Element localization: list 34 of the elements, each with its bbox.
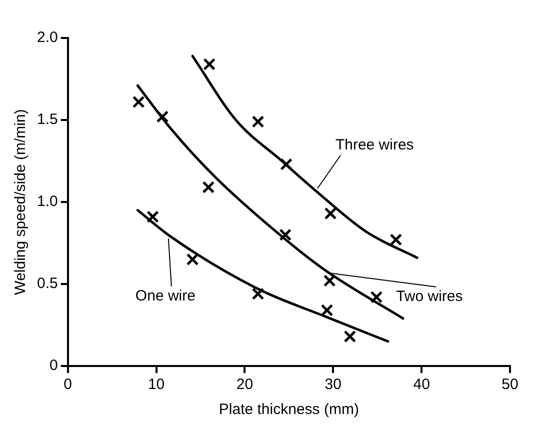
- x-tick-label: 10: [148, 376, 165, 394]
- series-label: One wire: [135, 288, 196, 305]
- x-tick-label: 50: [502, 376, 518, 394]
- y-tick-label: 0: [50, 357, 58, 374]
- point: [146, 210, 159, 223]
- point: [370, 290, 383, 304]
- line-series: [136, 208, 390, 343]
- point: [280, 158, 292, 170]
- point: [390, 234, 402, 246]
- point: [156, 110, 169, 123]
- y-axis-title: Welding speed/side (m/min): [12, 109, 30, 295]
- point: [324, 207, 337, 220]
- point: [252, 115, 264, 128]
- y-tick-label: 1.5: [36, 111, 58, 128]
- point: [186, 253, 199, 266]
- x-tick-label: 0: [64, 376, 72, 394]
- series-label: Two wires: [396, 288, 463, 306]
- y-tick-label: 0.5: [36, 275, 58, 292]
- point: [344, 330, 356, 343]
- point: [279, 228, 292, 241]
- y-tick-label: 2.0: [36, 29, 58, 46]
- point: [252, 288, 264, 300]
- point: [323, 274, 336, 287]
- y-tick-label: 1.0: [36, 193, 58, 210]
- x-tick-label: 40: [413, 376, 430, 394]
- point: [132, 96, 145, 108]
- point: [203, 58, 216, 70]
- x-tick-label: 20: [236, 376, 254, 394]
- point: [202, 181, 215, 194]
- x-tick-label: 30: [324, 376, 342, 394]
- text: Three wires: [335, 136, 414, 154]
- x-axis-title: Plate thickness (mm): [218, 401, 359, 418]
- line-series: [191, 54, 418, 260]
- point: [320, 304, 334, 316]
